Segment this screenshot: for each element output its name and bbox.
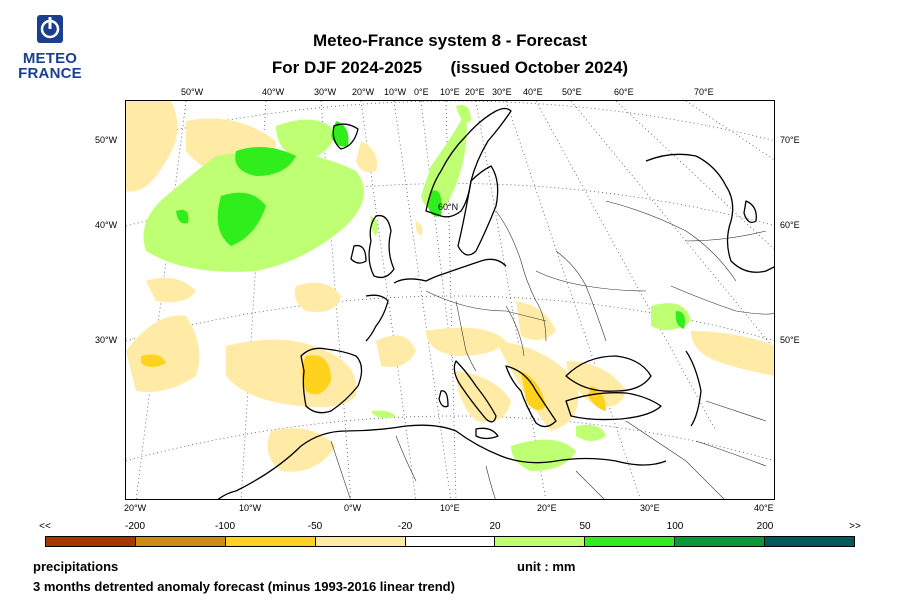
legend-tick: 100 xyxy=(666,521,684,532)
top-lon-label: 40°E xyxy=(523,87,543,97)
left-grid-label: 30°W xyxy=(95,335,118,345)
bottom-lon-label: 10°W xyxy=(239,503,262,513)
colorbar-segment xyxy=(315,537,406,546)
title-line-1: Meteo-France system 8 - Forecast xyxy=(313,31,587,50)
wet-anomaly-areas xyxy=(143,105,691,471)
bottom-lon-label: 20°E xyxy=(537,503,557,513)
top-lon-label: 70°E xyxy=(694,87,714,97)
moderate-dry-areas xyxy=(141,354,606,411)
colorbar-segment xyxy=(765,537,855,546)
country-borders xyxy=(330,200,774,499)
title-line-2: For DJF 2024-2025 (issued October 2024) xyxy=(271,58,629,77)
top-lon-label: 50°E xyxy=(562,87,582,97)
top-lon-label: 20°W xyxy=(352,87,375,97)
colorbar-segment xyxy=(405,537,496,546)
right-grid-label: 60°E xyxy=(780,220,800,230)
colorbar-segment xyxy=(675,537,766,546)
meteo-france-logo-icon xyxy=(37,15,63,43)
top-lon-label: 60°E xyxy=(614,87,634,97)
top-lon-label: 30°W xyxy=(314,87,337,97)
right-grid-label: 50°E xyxy=(780,335,800,345)
top-lon-label: 10°W xyxy=(384,87,407,97)
anomaly-map-canvas xyxy=(126,101,774,499)
top-lon-label: 30°E xyxy=(492,87,512,97)
right-grid-label: 70°E xyxy=(780,135,800,145)
colorbar-segment xyxy=(585,537,676,546)
bottom-lon-label: 0°W xyxy=(344,503,362,513)
top-lon-label: 0°E xyxy=(414,87,429,97)
logo-line-1: METEO xyxy=(22,50,78,67)
meteo-france-logo: METEO FRANCE xyxy=(14,14,86,81)
inner-lat-label: 60°N xyxy=(438,202,459,212)
variable-label: precipitations xyxy=(33,559,119,574)
colorbar xyxy=(45,536,855,547)
logo-line-2: FRANCE xyxy=(18,65,82,82)
anomaly-map xyxy=(125,100,775,500)
colorbar-segment xyxy=(495,537,586,546)
description-label: 3 months detrented anomaly forecast (min… xyxy=(33,579,455,594)
legend-open-right: >> xyxy=(849,521,861,532)
bottom-lon-label: 40°E xyxy=(754,503,774,513)
colorbar-segment xyxy=(135,537,226,546)
bottom-lon-label: 30°E xyxy=(640,503,660,513)
left-grid-label: 40°W xyxy=(95,220,118,230)
legend-tick: 20 xyxy=(489,521,501,532)
legend-tick: -100 xyxy=(214,521,236,532)
bottom-lon-label: 20°W xyxy=(124,503,147,513)
legend-tick: 200 xyxy=(756,521,774,532)
coastlines xyxy=(217,107,774,499)
legend-tick: -20 xyxy=(397,521,413,532)
legend-tick: -200 xyxy=(124,521,146,532)
left-grid-label: 50°W xyxy=(95,135,118,145)
unit-label: unit : mm xyxy=(517,559,576,574)
legend-tick: 50 xyxy=(579,521,591,532)
bottom-lon-label: 10°E xyxy=(440,503,460,513)
colorbar-segment xyxy=(225,537,316,546)
legend-open-left: << xyxy=(39,521,51,532)
top-lon-label: 20°E xyxy=(465,87,485,97)
strong-wet-areas xyxy=(176,121,685,329)
top-lon-label: 40°W xyxy=(262,87,285,97)
legend-tick: -50 xyxy=(307,521,323,532)
top-lon-label: 50°W xyxy=(181,87,204,97)
colorbar-segment xyxy=(46,537,136,546)
top-lon-label: 10°E xyxy=(440,87,460,97)
